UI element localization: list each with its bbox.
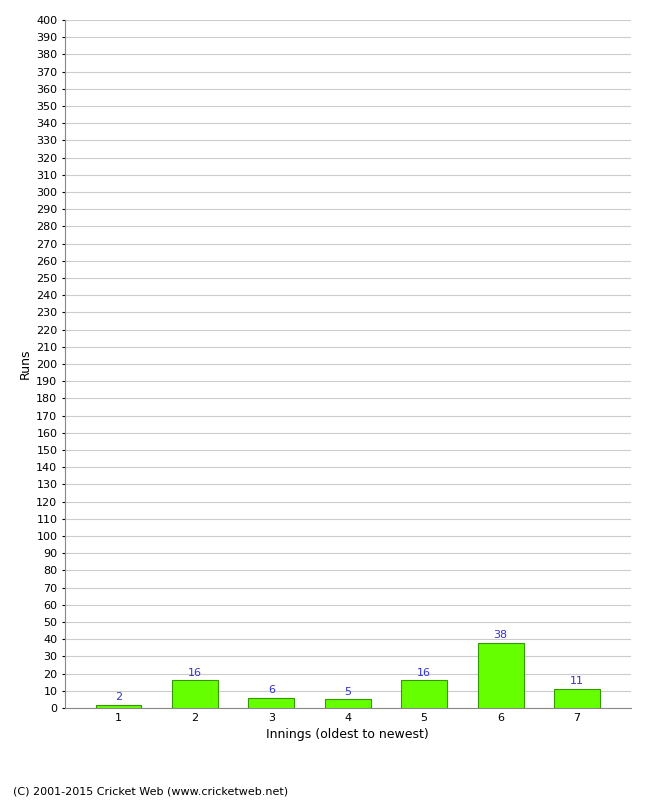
- Y-axis label: Runs: Runs: [19, 349, 32, 379]
- Text: 38: 38: [493, 630, 508, 640]
- Text: 6: 6: [268, 685, 275, 695]
- Bar: [248, 698, 294, 708]
- Bar: [96, 705, 142, 708]
- Text: (C) 2001-2015 Cricket Web (www.cricketweb.net): (C) 2001-2015 Cricket Web (www.cricketwe…: [13, 786, 288, 796]
- Bar: [554, 689, 600, 708]
- Text: 11: 11: [570, 677, 584, 686]
- Bar: [401, 681, 447, 708]
- Text: 16: 16: [188, 668, 202, 678]
- Bar: [478, 642, 523, 708]
- Text: 16: 16: [417, 668, 431, 678]
- Text: 2: 2: [115, 692, 122, 702]
- Bar: [172, 681, 218, 708]
- Text: 5: 5: [344, 687, 351, 697]
- Bar: [325, 699, 370, 708]
- X-axis label: Innings (oldest to newest): Innings (oldest to newest): [266, 729, 429, 742]
